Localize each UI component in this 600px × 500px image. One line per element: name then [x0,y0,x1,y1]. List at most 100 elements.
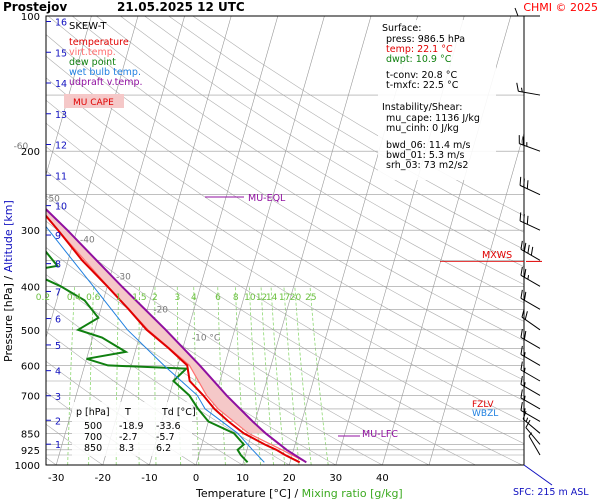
barb-flag [514,7,519,17]
barb-flag [520,328,523,338]
isotherm-label: -40 [80,236,95,246]
altitude-tick-label: 16 [55,18,67,29]
axes-layer: -80 °C-70-60-50-40-30-20-10 °C0.20.40.61… [14,12,553,486]
wind-barb [520,401,541,422]
x-tick-label: -20 [95,473,111,484]
mixing-ratio-label: 0.2 [36,293,50,303]
barb-flag [519,212,522,221]
table-cell: -18.9 [119,421,144,432]
isotherm [102,16,232,465]
isotherm-label: -60 [14,142,29,152]
barb-staff [521,316,541,331]
barb-flag [524,311,528,320]
barb-flag [522,410,527,420]
pressure-tick-label: 100 [21,12,40,23]
mu-cape-swatch [64,94,124,108]
mixing-ratio-label: 2 [152,293,158,303]
mixing-ratio-label: 10 [244,293,256,303]
table-cell: 850 [84,443,102,454]
legend-entry: udpraft v.temp. [69,77,143,88]
pressure-tick-label: 600 [21,361,40,372]
wind-barb [520,328,541,349]
isotherm-label: -50 [45,195,60,205]
srh03-value: srh_03: 73 m2/s2 [386,160,468,171]
mu-lfc-label: MU-LFC [362,429,398,440]
altitude-tick-label: 13 [55,110,67,121]
station-name: Prostejov [3,0,67,14]
surface-dwpt: dwpt: 10.9 °C [386,54,452,65]
barb-flag [523,214,525,223]
barb-half-flag [523,382,526,387]
sfc-label: SFC: 215 m ASL [513,487,589,498]
barb-flag [520,266,523,276]
mu-cape-legend: MU CAPE [73,98,114,108]
wind-barb [528,432,541,456]
isotherm-label: -30 [116,272,131,282]
info-panel-bg [378,20,496,180]
x-tick-label: 30 [329,473,342,484]
altitude-tick-label: 9 [55,231,61,242]
dew-point-line [46,250,249,463]
barb-flag [520,361,523,371]
pressure-tick-label: 850 [21,429,40,440]
barb-half-flag [523,352,526,357]
wet-bulb-line [46,225,265,463]
barb-flag [520,345,523,355]
barb-flag [526,180,529,189]
barb-flag [520,240,523,250]
altitude-tick-label: 7 [55,287,61,298]
barb-half-flag [523,408,526,413]
pressure-tick-label: 200 [21,147,40,158]
instability-title: Instability/Shear: [382,102,462,113]
isotherm [46,16,92,176]
barb-half-flag [525,417,529,422]
isotherm [55,16,185,465]
pressure-tick-label: 925 [21,446,40,457]
legend-entry: wet bulb temp. [69,67,141,78]
table-header: T [124,407,131,418]
isotherm-label: -20 [153,305,168,315]
mixing-ratio-label: 6 [215,293,221,303]
mixing-ratio-label: 0.4 [67,293,82,303]
mu-cape-value: mu_cape: 1136 J/kg [386,113,480,124]
parcel-line [46,207,307,464]
wind-barb [525,419,541,445]
mu-eql-label: MU-EQL [248,193,286,204]
altitude-tick-label: 4 [55,367,61,378]
wind-barb [520,389,541,410]
barb-staff [525,427,541,445]
mixing-ratio-label: 1.5 [132,293,146,303]
table-bg [72,402,192,456]
data-table: p [hPa] T Td [°C] 500 -18.9 -33.6 700 -2.7 -5.7 8… [76,407,196,454]
virtual-temp-line [46,215,307,463]
barb-flag [523,291,527,301]
barb-flag [525,419,531,428]
barb-flag [523,242,527,252]
altitude-tick-label: 2 [55,416,61,427]
table-cell: -33.6 [156,421,181,432]
mixing-ratio-label: 12 [256,293,267,303]
pressure-tick-label: 1000 [15,461,40,472]
table-header: p [hPa] [76,407,110,418]
legend-entry: dew point [69,57,116,68]
table-cell: -2.7 [119,432,138,443]
mixing-ratio-label: 4 [191,293,197,303]
mixing-ratio-label: 17 [279,293,290,303]
surface-press: press: 986.5 hPa [386,34,465,45]
wind-barb [521,308,541,331]
barb-flag [526,215,529,225]
mixing-ratio-label: 8 [233,293,239,303]
barb-flag [520,289,523,299]
table-cell: 8.3 [119,443,134,454]
barb-flag [527,244,530,254]
wind-barb [520,240,541,261]
surface-tconv: t-conv: 20.8 °C [386,70,457,81]
wind-barb [516,82,541,96]
barb-flag [530,246,534,256]
pressure-tick-label: 700 [21,391,40,402]
barb-half-flag [523,367,526,373]
surface-title: Surface: [382,23,421,34]
barb-staff [522,418,541,434]
legend-entry: temperature [69,37,129,48]
datetime-label: 21.05.2025 12 UTC [117,0,245,14]
